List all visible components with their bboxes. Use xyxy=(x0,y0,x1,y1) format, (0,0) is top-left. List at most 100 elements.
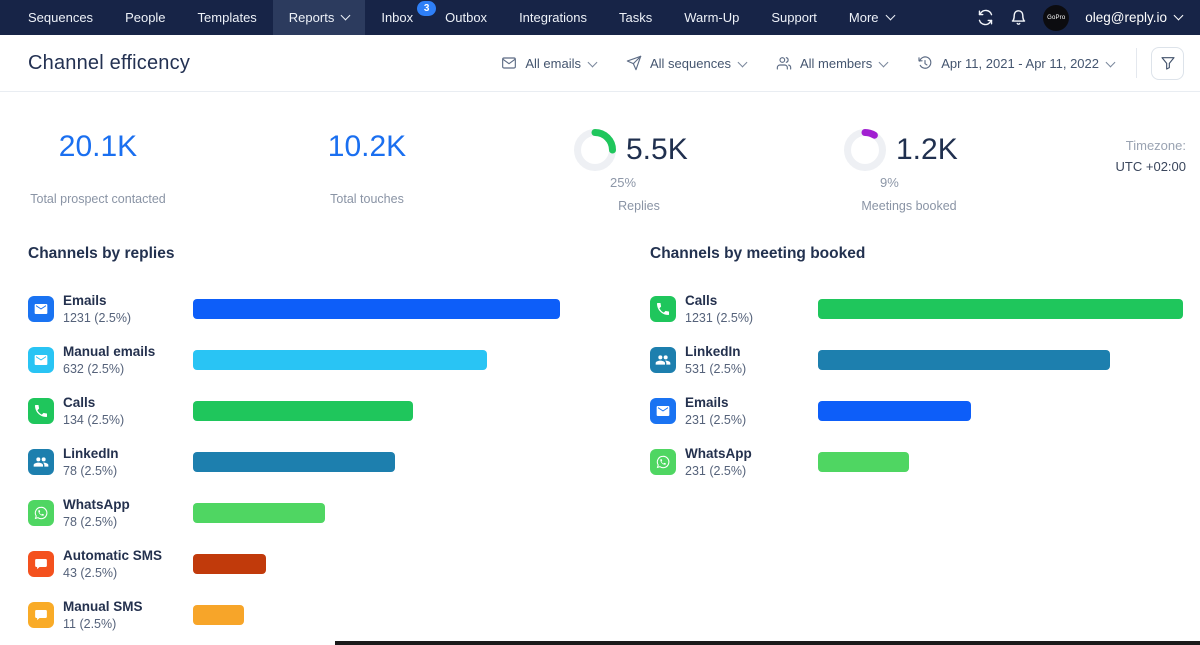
channel-bar[interactable] xyxy=(818,299,1183,319)
nav-item-sequences[interactable]: Sequences xyxy=(12,0,109,35)
channel-meta: Calls 134 (2.5%) xyxy=(63,395,124,427)
notifications-bell-icon[interactable] xyxy=(1010,9,1027,26)
channel-bar[interactable] xyxy=(193,605,244,625)
stat-total-touches: 10.2K Total touches xyxy=(297,130,437,207)
channel-bar[interactable] xyxy=(193,299,560,319)
stat-percent: 25% xyxy=(610,175,637,190)
channel-bar[interactable] xyxy=(193,350,487,370)
channel-bar[interactable] xyxy=(193,452,395,472)
channel-bar[interactable] xyxy=(193,401,413,421)
nav-item-reports[interactable]: Reports xyxy=(272,0,366,35)
people-channel-icon xyxy=(650,347,676,373)
email-channel-icon xyxy=(650,398,676,424)
nav-item-label: Outbox xyxy=(445,10,488,25)
filter-all-sequences[interactable]: All sequences xyxy=(626,55,748,71)
channel-meta: LinkedIn 531 (2.5%) xyxy=(685,344,746,376)
nav-item-label: Reports xyxy=(288,10,335,25)
stat-value: 10.2K xyxy=(327,130,407,163)
channel-meta: Manual SMS 11 (2.5%) xyxy=(63,599,143,631)
stat-percent: 9% xyxy=(880,175,899,190)
history-icon xyxy=(917,55,933,71)
channel-count: 1231 (2.5%) xyxy=(63,311,132,325)
channel-name: WhatsApp xyxy=(63,497,130,512)
top-nav: Sequences People Templates Reports Inbox 3 Out… xyxy=(0,0,1200,35)
nav-item-label: Sequences xyxy=(28,10,94,25)
funnel-icon xyxy=(1160,57,1175,70)
chevron-down-icon xyxy=(1105,57,1116,67)
filters-bar: All emails All sequences All members Apr 11… xyxy=(501,55,1116,71)
nav-item-label: More xyxy=(848,10,879,25)
email-channel-icon xyxy=(28,296,54,322)
channel-count: 11 (2.5%) xyxy=(63,617,117,631)
filter-label: All members xyxy=(799,55,873,71)
nav-item-label: People xyxy=(125,10,166,25)
nav-item-people[interactable]: People xyxy=(109,0,181,35)
channel-row-automatic-sms: Automatic SMS 43 (2.5%) xyxy=(28,545,628,583)
sync-refresh-icon[interactable] xyxy=(977,9,994,26)
channel-name: Manual SMS xyxy=(63,599,143,614)
chevron-down-icon xyxy=(340,10,351,21)
channel-bar[interactable] xyxy=(193,503,325,523)
chat-channel-icon xyxy=(28,551,54,577)
filter-label: All sequences xyxy=(650,55,731,71)
nav-items: Sequences People Templates Reports Inbox 3 Out… xyxy=(12,0,910,35)
account-menu[interactable]: oleg@reply.io xyxy=(1085,10,1184,25)
channel-count: 531 (2.5%) xyxy=(685,362,747,376)
nav-item-label: Warm-Up xyxy=(684,10,740,25)
channel-row-calls: Calls 1231 (2.5%) xyxy=(650,290,1195,328)
chevron-down-icon xyxy=(587,57,598,67)
nav-item-templates[interactable]: Templates xyxy=(182,0,273,35)
stat-value: 1.2K xyxy=(896,133,958,166)
nav-item-outbox[interactable]: Outbox xyxy=(429,0,503,35)
nav-item-warm-up[interactable]: Warm-Up xyxy=(668,0,755,35)
nav-item-inbox[interactable]: Inbox 3 xyxy=(365,0,437,35)
nav-item-label: Integrations xyxy=(519,10,587,25)
channel-row-manual-sms: Manual SMS 11 (2.5%) xyxy=(28,596,628,634)
channel-bar[interactable] xyxy=(818,452,909,472)
stats-row: 20.1K Total prospect contacted 10.2K Tot… xyxy=(0,92,1200,242)
nav-item-support[interactable]: Support xyxy=(755,0,833,35)
channel-row-whatsapp: WhatsApp 231 (2.5%) xyxy=(650,443,1195,481)
avatar-logo-text: GoPro xyxy=(1047,14,1066,21)
channel-row-manual-emails: Manual emails 632 (2.5%) xyxy=(28,341,628,379)
channels-by-replies-chart: Channels by replies Emails 1231 (2.5%) Man… xyxy=(28,245,628,645)
timezone-block: Timezone: UTC +02:00 xyxy=(1116,138,1186,174)
channel-meta: Automatic SMS 43 (2.5%) xyxy=(63,548,162,580)
vertical-divider xyxy=(1136,48,1137,78)
people-channel-icon xyxy=(28,449,54,475)
channel-row-whatsapp: WhatsApp 78 (2.5%) xyxy=(28,494,628,532)
channel-row-linkedin: LinkedIn 78 (2.5%) xyxy=(28,443,628,481)
filter-all-emails[interactable]: All emails xyxy=(501,55,598,71)
channel-bar[interactable] xyxy=(818,350,1110,370)
account-email: oleg@reply.io xyxy=(1085,10,1167,25)
nav-item-integrations[interactable]: Integrations xyxy=(503,0,603,35)
channel-name: WhatsApp xyxy=(685,446,752,461)
channel-meta: WhatsApp 78 (2.5%) xyxy=(63,497,130,529)
channels-by-meeting-booked-chart: Channels by meeting booked Calls 1231 (2.… xyxy=(650,245,1195,494)
page-title: Channel efficency xyxy=(28,51,191,74)
channel-name: Automatic SMS xyxy=(63,548,163,563)
filter-button[interactable] xyxy=(1151,46,1184,80)
chevron-down-icon xyxy=(885,10,895,21)
stat-label: Total touches xyxy=(330,192,404,206)
channel-bar[interactable] xyxy=(818,401,971,421)
stat-label: Total prospect contacted xyxy=(30,192,166,206)
channel-meta: WhatsApp 231 (2.5%) xyxy=(685,446,752,478)
inbox-badge: 3 xyxy=(417,1,437,16)
channel-meta: Emails 1231 (2.5%) xyxy=(63,293,131,325)
filter-label: All emails xyxy=(525,55,581,71)
chart-title: Channels by replies xyxy=(28,245,175,262)
channel-meta: Manual emails 632 (2.5%) xyxy=(63,344,155,376)
nav-item-more[interactable]: More xyxy=(833,0,910,35)
chart-title: Channels by meeting booked xyxy=(650,245,866,262)
send-icon xyxy=(626,55,642,71)
user-avatar[interactable]: GoPro xyxy=(1043,4,1070,31)
channel-row-linkedin: LinkedIn 531 (2.5%) xyxy=(650,341,1195,379)
channel-bar[interactable] xyxy=(193,554,266,574)
filter-apr-11-2021-apr-11-2022[interactable]: Apr 11, 2021 - Apr 11, 2022 xyxy=(917,55,1116,71)
filter-all-members[interactable]: All members xyxy=(776,55,889,71)
meetings-donut xyxy=(844,129,886,171)
page-header: Channel efficency All emails All sequence… xyxy=(0,35,1200,92)
nav-item-label: Templates xyxy=(197,10,257,25)
nav-item-tasks[interactable]: Tasks xyxy=(603,0,668,35)
